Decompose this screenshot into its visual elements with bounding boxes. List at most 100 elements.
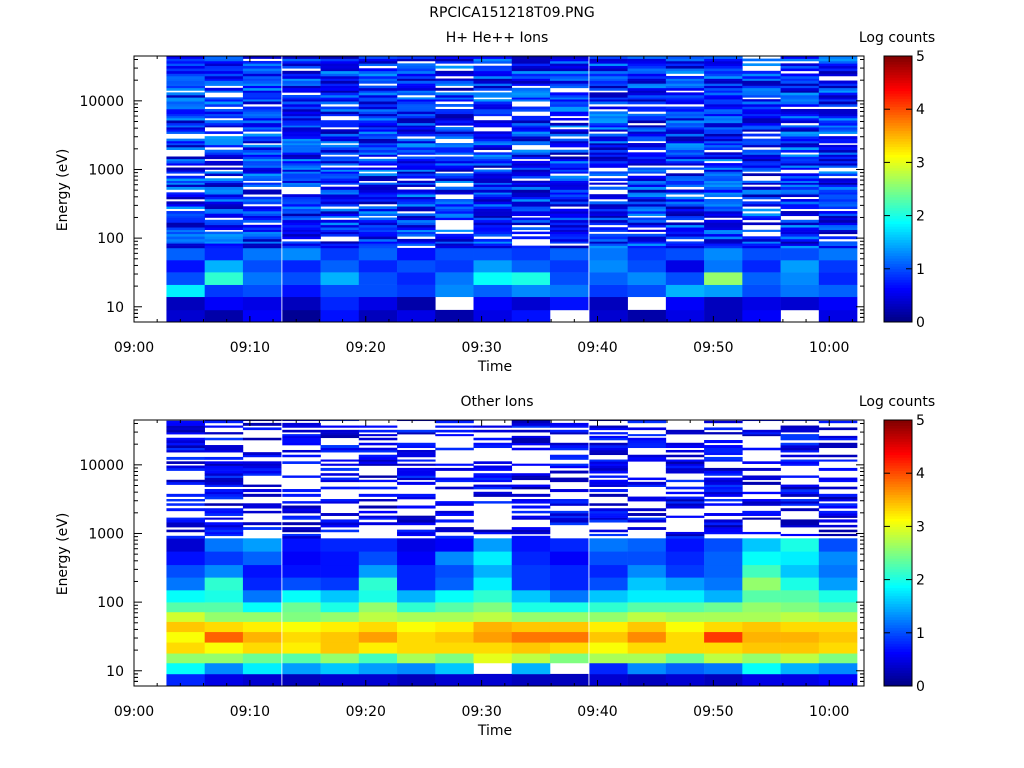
heatmap-cell xyxy=(397,602,436,613)
heatmap-cell xyxy=(473,238,513,242)
heatmap-cell xyxy=(358,73,398,77)
heatmap-cell xyxy=(166,75,205,79)
heatmap-cell xyxy=(473,58,513,62)
heatmap-cell xyxy=(818,99,858,102)
heatmap-cell xyxy=(704,527,743,530)
heatmap-cell xyxy=(665,125,705,128)
heatmap-cell xyxy=(704,201,743,205)
heatmap-cell xyxy=(320,85,360,89)
heatmap-cell xyxy=(473,531,513,535)
heatmap-cell xyxy=(282,63,321,67)
heatmap-cell xyxy=(818,437,858,441)
colorbar-step xyxy=(884,420,912,424)
heatmap-cell xyxy=(780,551,820,566)
heatmap-cell xyxy=(589,508,628,512)
heatmap-cell xyxy=(282,65,321,69)
heatmap-cell xyxy=(358,505,398,509)
colorbar-step xyxy=(884,79,912,84)
heatmap-cell xyxy=(780,447,820,451)
heatmap-cell xyxy=(397,477,436,481)
heatmap-cell xyxy=(589,475,628,478)
heatmap-cell xyxy=(665,260,705,273)
heatmap-cell xyxy=(204,653,244,664)
colorbar-step xyxy=(884,95,912,100)
heatmap-cell xyxy=(704,590,743,603)
heatmap-cell xyxy=(166,420,205,424)
heatmap-cell xyxy=(818,104,858,107)
heatmap-cell xyxy=(549,158,589,162)
heatmap-cell xyxy=(742,154,781,157)
heatmap-cell xyxy=(511,83,551,86)
heatmap-cell xyxy=(242,662,282,675)
heatmap-cell xyxy=(358,551,398,566)
heatmap-cell xyxy=(665,479,705,483)
heatmap-cell xyxy=(320,73,360,77)
heatmap-cell xyxy=(435,108,474,112)
heatmap-cell xyxy=(204,461,244,464)
heatmap-cell xyxy=(742,92,781,96)
heatmap-cell xyxy=(627,75,667,79)
heatmap-cell xyxy=(665,505,705,509)
heatmap-cell xyxy=(704,85,743,89)
heatmap-cell xyxy=(704,211,743,214)
heatmap-cell xyxy=(704,245,743,249)
heatmap-cell xyxy=(473,486,513,490)
heatmap-cell xyxy=(282,510,321,514)
heatmap-cell xyxy=(818,94,858,98)
heatmap-cell xyxy=(242,602,282,613)
heatmap-cell xyxy=(742,203,781,207)
heatmap-cell xyxy=(242,65,282,69)
heatmap-cell xyxy=(242,590,282,603)
heatmap-cell xyxy=(204,154,244,157)
heatmap-cell xyxy=(665,203,705,207)
heatmap-cell xyxy=(358,184,398,187)
heatmap-cell xyxy=(397,533,436,537)
heatmap-cell xyxy=(320,144,360,148)
heatmap-cell xyxy=(589,470,628,474)
heatmap-cell xyxy=(742,58,781,62)
heatmap-cell xyxy=(358,538,398,552)
colorbar-step xyxy=(884,218,912,222)
colorbar-step xyxy=(884,303,912,307)
colorbar-step xyxy=(884,513,912,517)
heatmap-cell xyxy=(742,477,781,481)
heatmap-cell xyxy=(473,75,513,79)
heatmap-cell xyxy=(627,420,667,422)
heatmap-cell xyxy=(780,147,820,151)
heatmap-cell xyxy=(320,473,360,476)
heatmap-cell xyxy=(473,203,513,207)
heatmap-cell xyxy=(627,156,667,160)
heatmap-cell xyxy=(627,222,667,226)
heatmap-cell xyxy=(742,94,781,98)
heatmap-cell xyxy=(358,92,398,96)
heatmap-cell xyxy=(397,243,436,246)
heatmap-cell xyxy=(742,75,781,79)
heatmap-cell xyxy=(282,231,321,235)
heatmap-cell xyxy=(166,245,205,249)
heatmap-cell xyxy=(435,97,474,100)
colorbar-step xyxy=(884,223,912,227)
heatmap-cell xyxy=(204,65,244,69)
heatmap-cell xyxy=(282,169,321,172)
heatmap-cell xyxy=(780,75,820,79)
heatmap-cell xyxy=(204,120,244,124)
heatmap-cell xyxy=(397,564,436,578)
heatmap-cell xyxy=(204,233,244,237)
heatmap-cell xyxy=(320,192,360,195)
heatmap-cell xyxy=(242,215,282,218)
heatmap-cell xyxy=(358,189,398,193)
heatmap-cell xyxy=(665,531,705,535)
heatmap-cell xyxy=(589,99,628,102)
heatmap-cell xyxy=(282,194,321,198)
colorbar-step xyxy=(884,563,912,567)
heatmap-cell xyxy=(282,85,321,89)
heatmap-cell xyxy=(627,78,667,81)
heatmap-cell xyxy=(282,133,321,137)
heatmap-cell xyxy=(473,113,513,117)
heatmap-cell xyxy=(397,241,436,244)
heatmap-cell xyxy=(818,154,858,157)
heatmap-cell xyxy=(204,171,244,174)
heatmap-cell xyxy=(549,194,589,198)
heatmap-cell xyxy=(397,169,436,172)
heatmap-cell xyxy=(397,173,436,177)
